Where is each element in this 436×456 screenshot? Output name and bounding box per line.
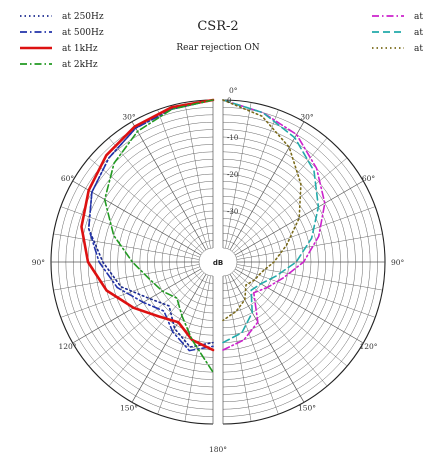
left-grid-spoke [157, 275, 209, 415]
right-grid-spoke [233, 270, 348, 367]
right-grid-spoke [231, 272, 328, 387]
legend-label: at 250Hz [62, 12, 104, 22]
left-grid-spoke [131, 273, 207, 403]
legend-right: at at at [372, 12, 423, 54]
legend-label: at 2kHz [62, 60, 98, 70]
left-grid-inner-ring [198, 247, 214, 277]
chart-title: CSR-2 [197, 19, 238, 34]
right-series-2 [222, 99, 320, 344]
left-grid-spoke [53, 264, 200, 291]
right-series-3 [222, 99, 302, 322]
angle-label-0: 0° [229, 86, 238, 95]
right-grid-spoke [229, 121, 305, 251]
right-grid-inner-ring [222, 247, 238, 277]
legend-label: at [414, 12, 423, 22]
series-layer [80, 98, 326, 373]
angle-label-left-150: 150° [120, 403, 138, 412]
left-grid-spoke [184, 102, 211, 249]
right-grid-spoke [231, 137, 328, 252]
left-grid-spoke [60, 266, 200, 318]
right-grid-spoke [236, 233, 383, 260]
right-series-1 [222, 99, 326, 351]
angle-label-right-60: 60° [362, 174, 376, 183]
right-grid-spoke [229, 273, 305, 403]
legend-label: at [414, 44, 423, 54]
left-grid-spoke [72, 180, 202, 256]
right-grid-spoke [236, 206, 376, 258]
left-grid-spoke [131, 121, 207, 251]
angle-label-right-30: 30° [300, 113, 314, 122]
angle-label-left-120: 120° [58, 342, 76, 351]
angle-label-180: 180° [209, 445, 227, 454]
radial-label: -10 [227, 134, 238, 142]
left-grid-spoke [72, 268, 202, 344]
angle-label-left-30: 30° [122, 113, 136, 122]
left-grid-spoke [108, 137, 205, 252]
label-layer: 0° 30° 30° 60° 60° 90° 90° 120° 120° 150° 150° 180°… [32, 86, 405, 454]
left-grid-spoke [53, 233, 200, 260]
legend-label: at 500Hz [62, 28, 104, 38]
radial-label: 0 [227, 97, 231, 105]
left-series-2 [87, 99, 214, 352]
right-grid-spoke [236, 264, 383, 291]
angle-label-left-60: 60° [61, 174, 75, 183]
legend-label: at [414, 28, 423, 38]
angle-label-right-120: 120° [359, 342, 377, 351]
angle-label-right-150: 150° [298, 403, 316, 412]
angle-label-left-90: 90° [32, 258, 46, 267]
left-series-3 [80, 98, 215, 352]
angle-label-right-90: 90° [391, 258, 405, 267]
right-grid-spoke [225, 102, 252, 249]
radial-label: -30 [227, 208, 238, 216]
right-grid-spoke [234, 180, 364, 256]
right-grid-spoke [227, 275, 279, 415]
radial-label: -20 [227, 171, 238, 179]
right-grid-spoke [233, 157, 348, 254]
left-series-4 [103, 99, 214, 373]
legend-label: at 1kHz [62, 44, 98, 54]
right-grid-spoke [225, 275, 252, 422]
left-grid-spoke [88, 157, 203, 254]
chart-subtitle: Rear rejection ON [176, 43, 259, 53]
right-grid-spoke [227, 109, 279, 249]
legend-left: at 250Hz at 500Hz at 1kHz at 2kHz [20, 12, 104, 70]
left-grid-spoke [108, 272, 205, 387]
left-grid-spoke [88, 270, 203, 367]
radial-unit-label: dB [213, 259, 223, 267]
left-grid-spoke [157, 109, 209, 249]
right-grid-spoke [234, 268, 364, 344]
